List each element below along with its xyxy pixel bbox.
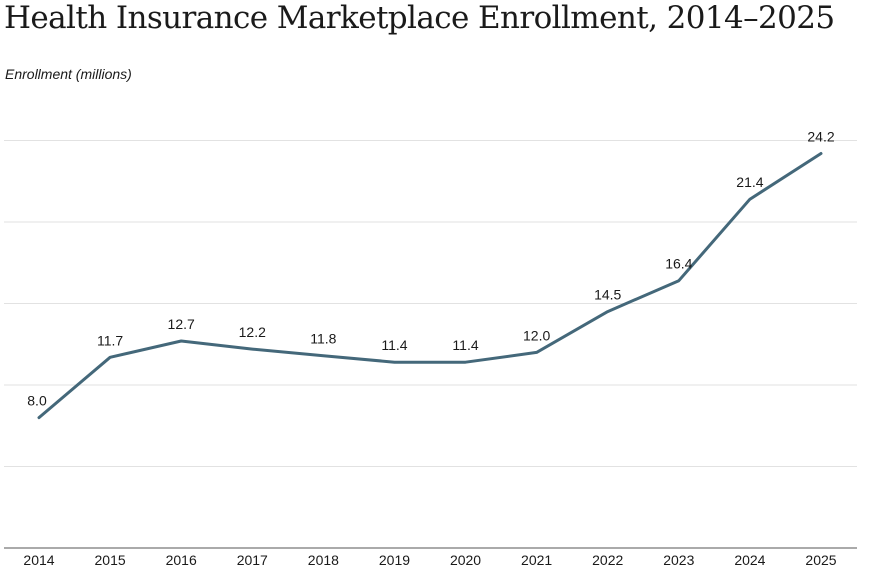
data-label-2017: 12.2: [239, 324, 266, 340]
data-label-2025: 24.2: [807, 129, 834, 145]
x-tick-2018: 2018: [308, 552, 339, 567]
x-tick-2015: 2015: [95, 552, 126, 567]
series-line: [37, 152, 823, 420]
x-tick-2014: 2014: [23, 552, 54, 567]
x-tick-2024: 2024: [734, 552, 765, 567]
x-tick-2019: 2019: [379, 552, 410, 567]
x-tick-2021: 2021: [521, 552, 552, 567]
data-label-2019: 11.4: [381, 337, 407, 353]
data-labels: 8.0 11.7 12.7 12.2 11.8 11.4 11.4 12.0 14.5 16.4 2…: [27, 129, 835, 409]
x-tick-2020: 2020: [450, 552, 481, 567]
data-label-2021: 12.0: [523, 327, 550, 343]
data-label-2022: 14.5: [594, 287, 621, 303]
data-label-2020: 11.4: [452, 337, 478, 353]
data-label-2015: 11.7: [97, 332, 123, 348]
x-tick-2017: 2017: [237, 552, 268, 567]
data-label-2024: 21.4: [736, 174, 763, 190]
y-axis-label: Enrollment (millions): [5, 66, 132, 82]
chart-title: Health Insurance Marketplace Enrollment,…: [4, 0, 835, 36]
x-tick-labels: 2014 2015 2016 2017 2018 2019 2020 2021 2022 2023…: [23, 552, 836, 567]
gridlines: [4, 140, 857, 467]
data-label-2018: 11.8: [310, 331, 336, 347]
data-label-2014: 8.0: [27, 393, 47, 409]
x-tick-2016: 2016: [166, 552, 197, 567]
x-tick-2022: 2022: [592, 552, 623, 567]
data-label-2023: 16.4: [665, 256, 692, 272]
data-label-2016: 12.7: [168, 316, 195, 332]
x-tick-2025: 2025: [805, 552, 836, 567]
x-tick-2023: 2023: [663, 552, 694, 567]
